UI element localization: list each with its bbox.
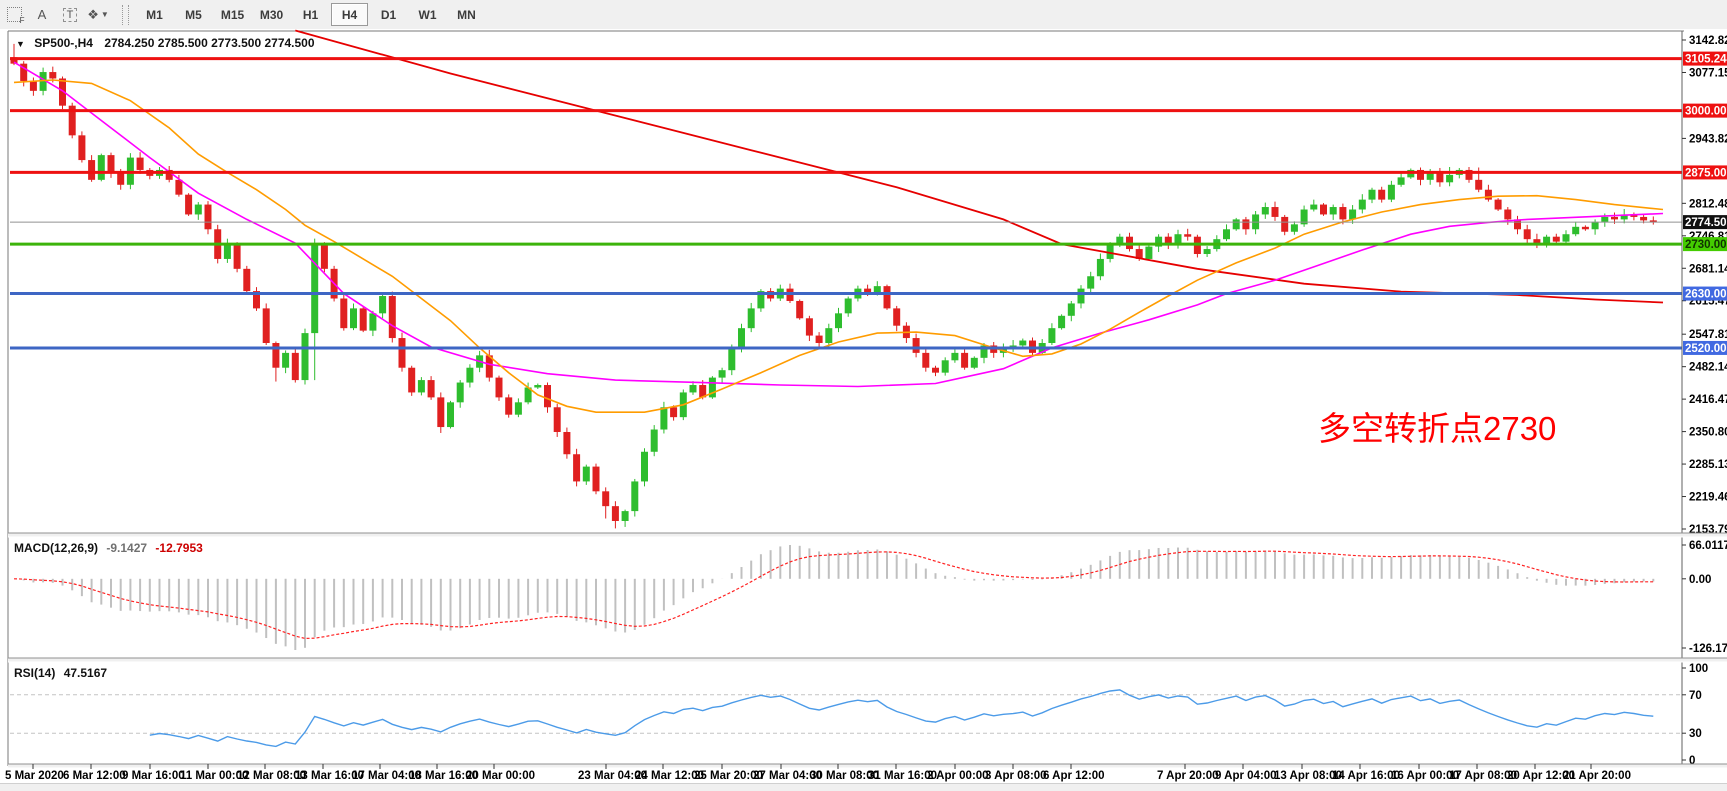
rsi-indicator-label: RSI(14) 47.5167: [14, 666, 108, 680]
macd-main-value: -9.1427: [106, 541, 148, 555]
text-label-tool-icon[interactable]: T: [58, 4, 82, 26]
svg-text:2943.820: 2943.820: [1689, 133, 1727, 145]
svg-text:16 Apr 00:00: 16 Apr 00:00: [1391, 770, 1459, 782]
window-bottom-edge: [0, 783, 1727, 791]
timeframe-button-m5[interactable]: M5: [185, 7, 202, 22]
level-price-badge: 2730.000: [1683, 237, 1727, 252]
rsi-line: [149, 689, 1654, 748]
svg-text:13 Mar 16:00: 13 Mar 16:00: [295, 770, 364, 782]
symbol-name: SP500-,H4: [34, 36, 93, 50]
svg-text:11 Mar 00:00: 11 Mar 00:00: [180, 770, 248, 782]
macd-indicator-label: MACD(12,26,9) -9.1427 -12.7953: [14, 541, 203, 555]
svg-text:31 Mar 16:00: 31 Mar 16:00: [868, 770, 937, 782]
svg-text:12 Mar 08:00: 12 Mar 08:00: [237, 770, 306, 782]
timeframe-button-mn[interactable]: MN: [457, 7, 476, 22]
svg-text:70: 70: [1689, 690, 1702, 702]
svg-text:2730.000: 2730.000: [1685, 239, 1727, 251]
timeframe-button-group: M1 M5 M15 M30 H1 H4 D1 W1 MN: [135, 3, 486, 26]
timeframe-button-m1[interactable]: M1: [146, 7, 163, 22]
current-price-badge: 2774.500: [1683, 215, 1727, 230]
svg-text:2875.000: 2875.000: [1685, 167, 1727, 179]
svg-text:21 Apr 20:00: 21 Apr 20:00: [1563, 770, 1631, 782]
ohlc-values: 2784.250 2785.500 2773.500 2774.500: [104, 36, 315, 50]
svg-text:27 Mar 04:00: 27 Mar 04:00: [753, 770, 822, 782]
rsi-value: 47.5167: [63, 666, 108, 680]
svg-text:-126.173: -126.173: [1689, 643, 1727, 655]
svg-text:9 Apr 04:00: 9 Apr 04:00: [1215, 770, 1277, 782]
svg-text:6 Mar 12:00: 6 Mar 12:00: [63, 770, 126, 782]
toolbar: F A T ❖ ▼ M1 M5 M15 M30 H1 H4 D1 W1 MN: [0, 0, 1727, 30]
svg-text:9 Mar 16:00: 9 Mar 16:00: [122, 770, 185, 782]
svg-text:5 Mar 2020: 5 Mar 2020: [5, 770, 64, 782]
svg-text:3000.000: 3000.000: [1685, 106, 1727, 118]
level-price-badge: 3105.244: [1683, 51, 1727, 66]
chart-canvas[interactable]: 3142.8203077.1502943.8202812.4802746.810…: [0, 29, 1727, 783]
styler-tool-icon[interactable]: ❖ ▼: [87, 6, 109, 22]
svg-text:17 Mar 04:00: 17 Mar 04:00: [352, 770, 421, 782]
svg-text:18 Mar 16:00: 18 Mar 16:00: [409, 770, 478, 782]
ma-slow-magenta: [13, 61, 1664, 388]
svg-text:24 Mar 12:00: 24 Mar 12:00: [635, 770, 704, 782]
svg-text:2285.130: 2285.130: [1689, 459, 1727, 471]
svg-text:2547.810: 2547.810: [1689, 329, 1727, 341]
symbol-dropdown-icon[interactable]: ▼: [16, 39, 25, 49]
svg-text:2 Apr 00:00: 2 Apr 00:00: [927, 770, 989, 782]
timeframe-button-h4[interactable]: H4: [331, 3, 368, 26]
svg-text:100: 100: [1689, 663, 1708, 675]
svg-text:2812.480: 2812.480: [1689, 198, 1727, 210]
font-tool-icon[interactable]: A: [37, 7, 47, 22]
svg-text:30: 30: [1689, 728, 1702, 740]
timeframe-button-m30[interactable]: M30: [259, 7, 284, 22]
level-price-badge: 2875.000: [1683, 165, 1727, 180]
timeframe-button-m15[interactable]: M15: [220, 7, 245, 22]
svg-text:2630.000: 2630.000: [1685, 289, 1727, 301]
svg-text:2774.500: 2774.500: [1685, 217, 1727, 229]
timeframe-button-w1[interactable]: W1: [418, 7, 437, 22]
svg-text:2681.140: 2681.140: [1689, 263, 1727, 275]
svg-text:2482.140: 2482.140: [1689, 362, 1727, 374]
svg-text:13 Apr 08:00: 13 Apr 08:00: [1274, 770, 1342, 782]
macd-signal-value: -12.7953: [155, 541, 203, 555]
svg-text:2350.800: 2350.800: [1689, 427, 1727, 439]
svg-text:3142.820: 3142.820: [1689, 35, 1727, 47]
svg-text:20 Mar 00:00: 20 Mar 00:00: [466, 770, 535, 782]
level-price-badge: 3000.000: [1683, 103, 1727, 118]
svg-text:2219.460: 2219.460: [1689, 492, 1727, 504]
chevron-down-icon: ▼: [100, 10, 109, 19]
svg-text:0.00: 0.00: [1689, 574, 1711, 586]
macd-histogram: [22, 545, 1655, 650]
svg-text:25 Mar 20:00: 25 Mar 20:00: [694, 770, 763, 782]
svg-text:0: 0: [1689, 755, 1695, 767]
svg-text:6 Apr 12:00: 6 Apr 12:00: [1043, 770, 1105, 782]
svg-text:2520.000: 2520.000: [1685, 343, 1727, 355]
timeframe-button-h1[interactable]: H1: [302, 7, 319, 22]
svg-text:3105.244: 3105.244: [1685, 54, 1727, 66]
svg-text:3077.150: 3077.150: [1689, 67, 1727, 79]
svg-text:23 Mar 04:00: 23 Mar 04:00: [578, 770, 647, 782]
svg-text:3 Apr 08:00: 3 Apr 08:00: [985, 770, 1047, 782]
level-price-badge: 2520.000: [1683, 340, 1727, 355]
svg-text:66.0117: 66.0117: [1689, 540, 1727, 552]
toolbar-separator: [122, 4, 129, 25]
svg-text:7 Apr 20:00: 7 Apr 20:00: [1157, 770, 1219, 782]
timeframe-button-d1[interactable]: D1: [380, 7, 397, 22]
svg-text:20 Apr 12:00: 20 Apr 12:00: [1507, 770, 1575, 782]
symbol-ohlc-line: ▼ SP500-,H4 2784.250 2785.500 2773.500 2…: [16, 36, 315, 50]
svg-text:14 Apr 16:00: 14 Apr 16:00: [1332, 770, 1400, 782]
level-price-badge: 2630.000: [1683, 286, 1727, 301]
svg-text:17 Apr 08:00: 17 Apr 08:00: [1449, 770, 1517, 782]
svg-text:30 Mar 08:00: 30 Mar 08:00: [810, 770, 879, 782]
indicator-grid-icon[interactable]: F: [2, 4, 26, 26]
chart-text-annotation[interactable]: 多空转折点2730: [1318, 410, 1557, 447]
macd-signal-line: [13, 550, 1654, 640]
svg-text:2416.470: 2416.470: [1689, 394, 1727, 406]
